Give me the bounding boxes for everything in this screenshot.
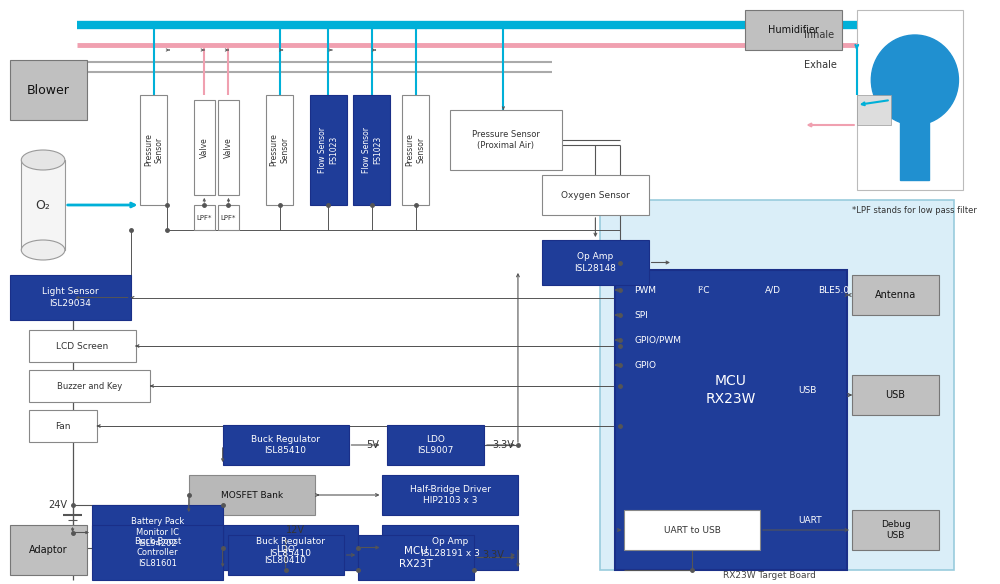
- Text: 5V: 5V: [366, 440, 379, 450]
- Bar: [194, 205, 215, 230]
- Text: Buzzer and Key: Buzzer and Key: [57, 381, 122, 391]
- Text: RX23W Target Board: RX23W Target Board: [723, 571, 816, 579]
- Bar: [402, 95, 429, 205]
- Text: MCU
RX23W: MCU RX23W: [706, 374, 756, 406]
- Text: Valve: Valve: [224, 137, 233, 158]
- Text: Fan: Fan: [55, 422, 71, 430]
- Text: O₂: O₂: [36, 199, 51, 211]
- Text: Half-Bridge Driver
HIP2103 x 3: Half-Bridge Driver HIP2103 x 3: [410, 485, 491, 505]
- Text: Light Sensor
ISL29034: Light Sensor ISL29034: [42, 287, 99, 308]
- Bar: [29, 370, 150, 402]
- Bar: [218, 205, 239, 230]
- Text: Pressure Sensor
(Proximal Air): Pressure Sensor (Proximal Air): [472, 130, 540, 150]
- Bar: [542, 175, 649, 215]
- Bar: [450, 110, 562, 170]
- Bar: [382, 525, 518, 570]
- Bar: [382, 475, 518, 515]
- Text: MCU
RX23T: MCU RX23T: [399, 546, 433, 569]
- Bar: [852, 275, 939, 315]
- Bar: [900, 120, 929, 180]
- Text: Inhale: Inhale: [804, 30, 834, 40]
- Text: *LPF stands for low pass filter: *LPF stands for low pass filter: [852, 206, 977, 214]
- Text: Buck Regulator
ISL85410: Buck Regulator ISL85410: [256, 537, 325, 558]
- Bar: [266, 95, 293, 205]
- Text: Buck-Boost
Controller
ISL81601: Buck-Boost Controller ISL81601: [134, 537, 181, 568]
- Bar: [600, 200, 954, 570]
- Text: Antenna: Antenna: [875, 290, 916, 300]
- Bar: [310, 95, 347, 205]
- Bar: [615, 270, 847, 570]
- Bar: [218, 100, 239, 195]
- Text: Blower: Blower: [27, 84, 70, 96]
- Text: GPIO: GPIO: [634, 360, 656, 370]
- Text: BLE5.0: BLE5.0: [818, 286, 849, 294]
- Bar: [223, 525, 358, 570]
- Text: LDO
ISL9007: LDO ISL9007: [417, 435, 454, 455]
- Bar: [387, 425, 484, 465]
- Text: LDO
ISL80410: LDO ISL80410: [265, 545, 307, 565]
- Circle shape: [871, 35, 958, 125]
- Text: USB: USB: [799, 385, 817, 395]
- Ellipse shape: [21, 150, 65, 170]
- Text: SPI: SPI: [634, 311, 648, 319]
- Bar: [21, 160, 65, 250]
- Text: PWM: PWM: [634, 286, 656, 294]
- Bar: [92, 505, 223, 560]
- Text: GPIO/PWM: GPIO/PWM: [634, 335, 681, 345]
- Text: Debug
USB: Debug USB: [881, 520, 910, 540]
- Bar: [223, 425, 349, 465]
- Text: UART to USB: UART to USB: [664, 526, 721, 534]
- Bar: [10, 60, 87, 120]
- Bar: [852, 510, 939, 550]
- Text: Humidifier: Humidifier: [768, 25, 819, 35]
- Bar: [10, 275, 131, 320]
- Text: USB: USB: [886, 390, 906, 400]
- Text: A/D: A/D: [765, 286, 781, 294]
- Bar: [353, 95, 390, 205]
- Text: Exhale: Exhale: [804, 60, 836, 70]
- Text: MOSFET Bank: MOSFET Bank: [221, 491, 283, 499]
- Text: Valve: Valve: [200, 137, 209, 158]
- Text: 3.3V: 3.3V: [483, 550, 505, 560]
- Bar: [189, 475, 315, 515]
- Text: Op Amp
ISL28191 x 3: Op Amp ISL28191 x 3: [421, 537, 480, 558]
- Bar: [140, 95, 167, 205]
- Bar: [194, 100, 215, 195]
- Bar: [358, 535, 474, 580]
- Text: Flow Sensor
FS1023: Flow Sensor FS1023: [318, 127, 338, 173]
- Text: 12V: 12V: [286, 525, 305, 535]
- Text: I²C: I²C: [697, 286, 710, 294]
- Text: 24V: 24V: [48, 500, 67, 510]
- Text: 3.3V: 3.3V: [492, 440, 514, 450]
- Bar: [542, 240, 649, 285]
- Text: Flow Sensor
FS1023: Flow Sensor FS1023: [362, 127, 382, 173]
- Text: Oxygen Sensor: Oxygen Sensor: [561, 190, 630, 200]
- Bar: [92, 525, 223, 580]
- Text: Pressure
Sensor: Pressure Sensor: [270, 134, 290, 166]
- Text: Pressure
Sensor: Pressure Sensor: [144, 134, 164, 166]
- Bar: [624, 510, 760, 550]
- Bar: [857, 95, 891, 125]
- Text: LCD Screen: LCD Screen: [56, 342, 108, 350]
- Bar: [228, 535, 344, 575]
- Text: Adaptor: Adaptor: [29, 545, 68, 555]
- Text: Battery Pack
Monitor IC
ISL94202: Battery Pack Monitor IC ISL94202: [131, 517, 184, 548]
- Text: I²C: I²C: [634, 516, 647, 524]
- Text: Op Amp
ISL28148: Op Amp ISL28148: [574, 252, 616, 273]
- Bar: [852, 375, 939, 415]
- Text: UART: UART: [799, 516, 822, 524]
- Ellipse shape: [21, 240, 65, 260]
- Bar: [29, 410, 97, 442]
- Bar: [29, 330, 136, 362]
- Text: LPF*: LPF*: [221, 214, 236, 221]
- Bar: [10, 525, 87, 575]
- Text: Buck Regulator
ISL85410: Buck Regulator ISL85410: [251, 435, 320, 455]
- Bar: [745, 10, 842, 50]
- Text: LPF*: LPF*: [197, 214, 212, 221]
- Text: Pressure
Sensor: Pressure Sensor: [405, 134, 425, 166]
- Bar: [857, 10, 963, 190]
